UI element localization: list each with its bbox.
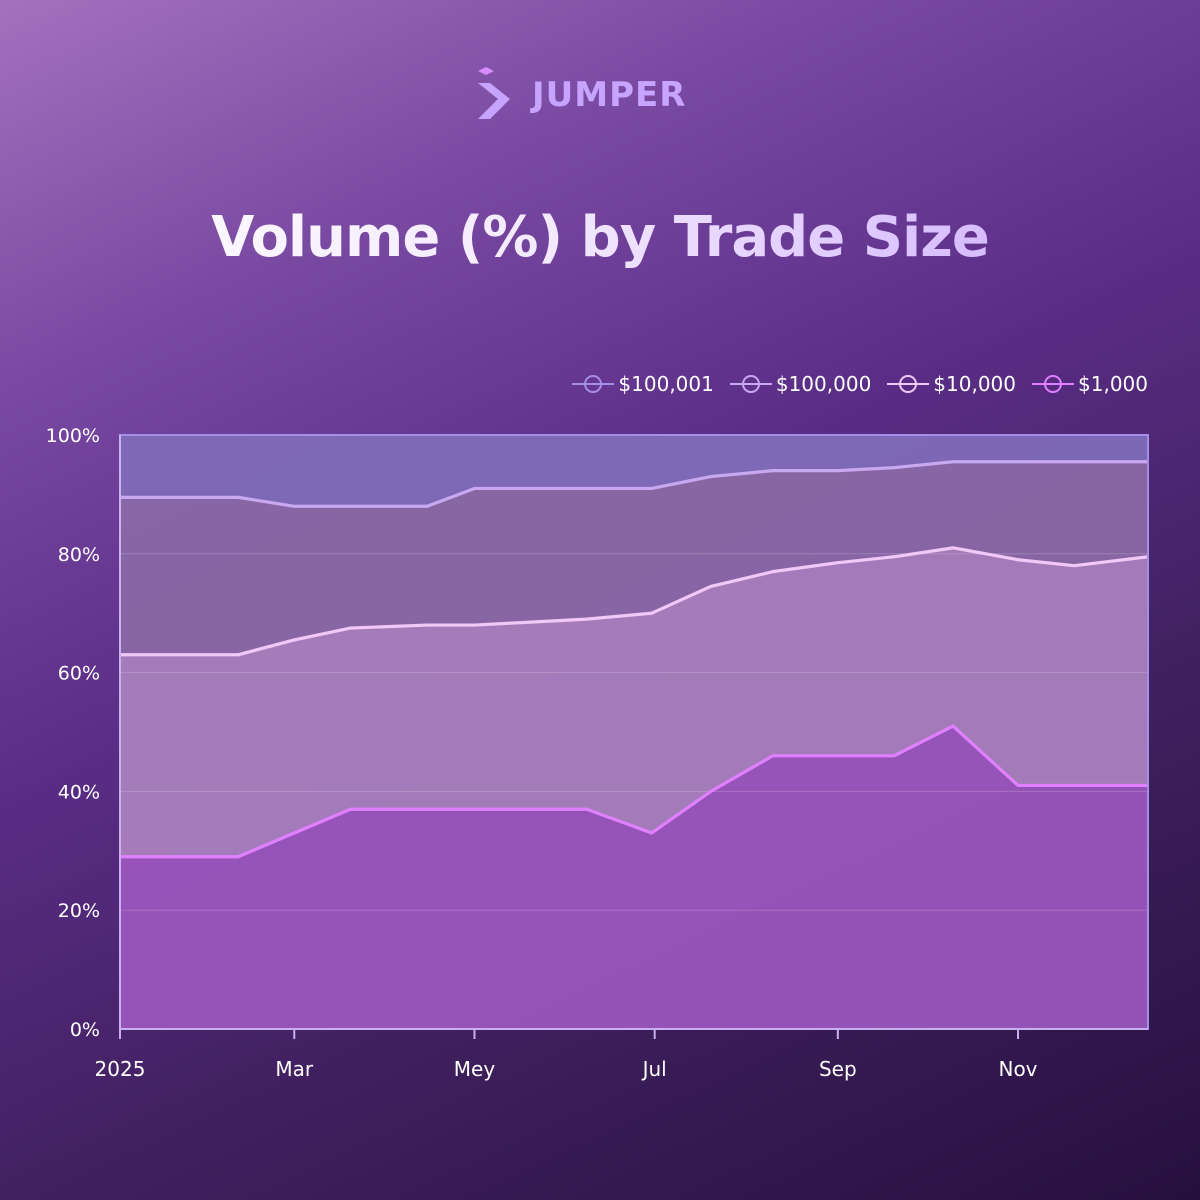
line-100000 <box>120 460 1148 508</box>
y-tick-label: 80% <box>58 544 100 566</box>
legend-label: $100,000 <box>775 372 872 396</box>
area-1000 <box>120 726 1148 1029</box>
y-tick-label: 40% <box>58 781 100 803</box>
legend-marker-icon <box>887 375 930 393</box>
y-tick-label: 0% <box>70 1019 100 1041</box>
legend-item: $10,000 <box>887 372 1016 396</box>
chart-title: Volume (%) by Trade Size <box>0 205 1200 270</box>
area-100000 <box>120 461 1148 655</box>
y-tick-label: 20% <box>58 900 100 922</box>
legend-marker-icon <box>1032 375 1075 393</box>
legend-item: $100,001 <box>572 372 714 396</box>
chart-legend: $100,001 $100,000 $10,000 $1,000 <box>572 372 1148 396</box>
legend-item: $100,000 <box>729 372 872 396</box>
brand-name: JUMPER <box>532 75 687 115</box>
brand-logo: JUMPER <box>472 62 686 128</box>
legend-label: $1,000 <box>1078 372 1148 396</box>
legend-marker-icon <box>572 375 615 393</box>
legend-item: $1,000 <box>1032 372 1148 396</box>
legend-label: $10,000 <box>933 372 1017 396</box>
legend-label: $100,001 <box>618 372 714 396</box>
x-tick-label: Jul <box>641 1057 667 1081</box>
line-10000 <box>120 546 1149 657</box>
x-tick-label: Nov <box>998 1057 1037 1081</box>
area-100001 <box>120 435 1148 507</box>
y-tick-label: 100% <box>46 425 100 447</box>
legend-marker-icon <box>729 375 772 393</box>
y-tick-label: 60% <box>58 663 100 685</box>
x-tick-label: Mey <box>454 1057 496 1081</box>
x-tick-label: 2025 <box>95 1057 146 1081</box>
area-10000 <box>120 547 1148 857</box>
x-tick-label: Sep <box>819 1057 857 1081</box>
x-tick-label: Mar <box>275 1057 314 1081</box>
line-1000 <box>120 724 1148 859</box>
jumper-logo-icon <box>478 67 510 119</box>
